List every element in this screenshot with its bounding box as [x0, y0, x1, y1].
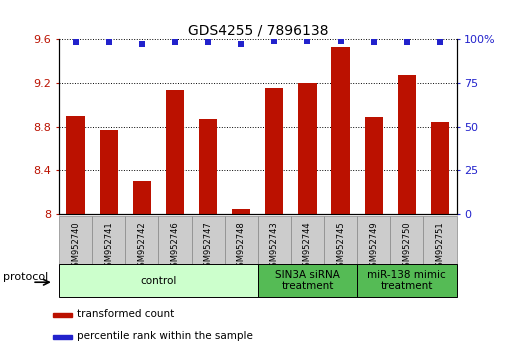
Point: [403, 40, 411, 45]
Text: GSM952742: GSM952742: [137, 222, 146, 272]
Bar: [258, 264, 357, 297]
Bar: [92, 216, 125, 264]
Bar: [225, 216, 258, 264]
Point: [337, 38, 345, 44]
Bar: [324, 216, 357, 264]
Text: GSM952744: GSM952744: [303, 222, 312, 272]
Text: SIN3A siRNA
treatment: SIN3A siRNA treatment: [275, 270, 340, 291]
Point: [105, 40, 113, 45]
Bar: [265, 88, 284, 214]
Text: GSM952748: GSM952748: [236, 222, 246, 273]
Point: [270, 38, 279, 44]
Bar: [100, 130, 118, 214]
Point: [303, 38, 311, 44]
Text: percentile rank within the sample: percentile rank within the sample: [77, 331, 253, 342]
Bar: [291, 216, 324, 264]
Text: GSM952746: GSM952746: [170, 222, 180, 273]
Bar: [67, 116, 85, 214]
Point: [204, 40, 212, 45]
Bar: [53, 313, 72, 317]
Text: GSM952751: GSM952751: [436, 222, 444, 272]
Point: [370, 40, 378, 45]
Title: GDS4255 / 7896138: GDS4255 / 7896138: [188, 24, 328, 38]
Text: protocol: protocol: [3, 272, 48, 282]
Bar: [357, 216, 390, 264]
Bar: [199, 119, 217, 214]
Bar: [166, 90, 184, 214]
Bar: [398, 75, 416, 214]
Bar: [423, 216, 457, 264]
Bar: [258, 216, 291, 264]
Bar: [59, 264, 258, 297]
Bar: [232, 209, 250, 214]
Bar: [299, 83, 317, 214]
Bar: [125, 216, 159, 264]
Point: [237, 41, 245, 47]
Point: [171, 40, 179, 45]
Bar: [191, 216, 225, 264]
Text: GSM952745: GSM952745: [336, 222, 345, 272]
Point: [436, 40, 444, 45]
Text: GSM952750: GSM952750: [402, 222, 411, 272]
Bar: [390, 216, 423, 264]
Bar: [431, 122, 449, 214]
Bar: [53, 336, 72, 339]
Bar: [59, 216, 92, 264]
Text: GSM952747: GSM952747: [204, 222, 212, 273]
Text: GSM952741: GSM952741: [104, 222, 113, 272]
Text: GSM952743: GSM952743: [270, 222, 279, 273]
Text: transformed count: transformed count: [77, 309, 174, 319]
Point: [71, 40, 80, 45]
Bar: [357, 264, 457, 297]
Bar: [365, 117, 383, 214]
Text: control: control: [140, 275, 176, 286]
Point: [137, 41, 146, 47]
Bar: [331, 47, 350, 214]
Text: miR-138 mimic
treatment: miR-138 mimic treatment: [367, 270, 446, 291]
Text: GSM952740: GSM952740: [71, 222, 80, 272]
Bar: [159, 216, 191, 264]
Text: GSM952749: GSM952749: [369, 222, 378, 272]
Bar: [133, 181, 151, 214]
